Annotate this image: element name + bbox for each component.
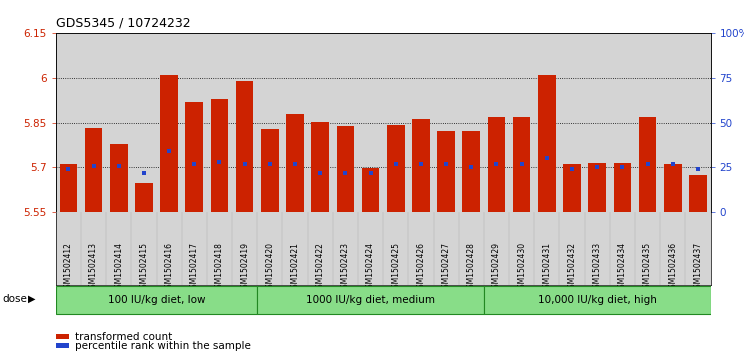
Bar — [110, 144, 127, 212]
Bar — [362, 168, 379, 212]
Bar — [463, 131, 480, 212]
Bar — [412, 119, 430, 212]
Bar — [437, 131, 455, 212]
FancyBboxPatch shape — [257, 286, 484, 314]
Bar — [639, 117, 656, 212]
Bar — [336, 126, 354, 212]
Bar — [513, 117, 530, 212]
Bar — [589, 163, 606, 212]
FancyBboxPatch shape — [484, 286, 711, 314]
Bar — [689, 175, 707, 212]
Text: 10,000 IU/kg diet, high: 10,000 IU/kg diet, high — [538, 295, 657, 305]
Text: transformed count: transformed count — [75, 332, 173, 342]
Bar — [261, 129, 279, 212]
Text: dose: dose — [2, 294, 27, 304]
FancyBboxPatch shape — [56, 286, 257, 314]
Bar — [312, 122, 329, 212]
Bar — [487, 117, 505, 212]
Bar — [664, 164, 682, 212]
Bar — [538, 75, 556, 212]
Bar — [135, 183, 153, 212]
Bar — [85, 128, 103, 212]
Bar — [236, 81, 254, 212]
Text: 100 IU/kg diet, low: 100 IU/kg diet, low — [108, 295, 205, 305]
Bar — [160, 75, 178, 212]
Text: 1000 IU/kg diet, medium: 1000 IU/kg diet, medium — [306, 295, 435, 305]
Bar — [185, 102, 203, 212]
Text: GDS5345 / 10724232: GDS5345 / 10724232 — [56, 16, 190, 29]
Bar — [563, 164, 581, 212]
Text: ▶: ▶ — [28, 294, 36, 304]
Bar — [60, 164, 77, 212]
Text: percentile rank within the sample: percentile rank within the sample — [75, 341, 251, 351]
Bar — [286, 114, 304, 212]
Bar — [211, 99, 228, 212]
Bar — [387, 125, 405, 212]
Bar — [614, 163, 631, 212]
